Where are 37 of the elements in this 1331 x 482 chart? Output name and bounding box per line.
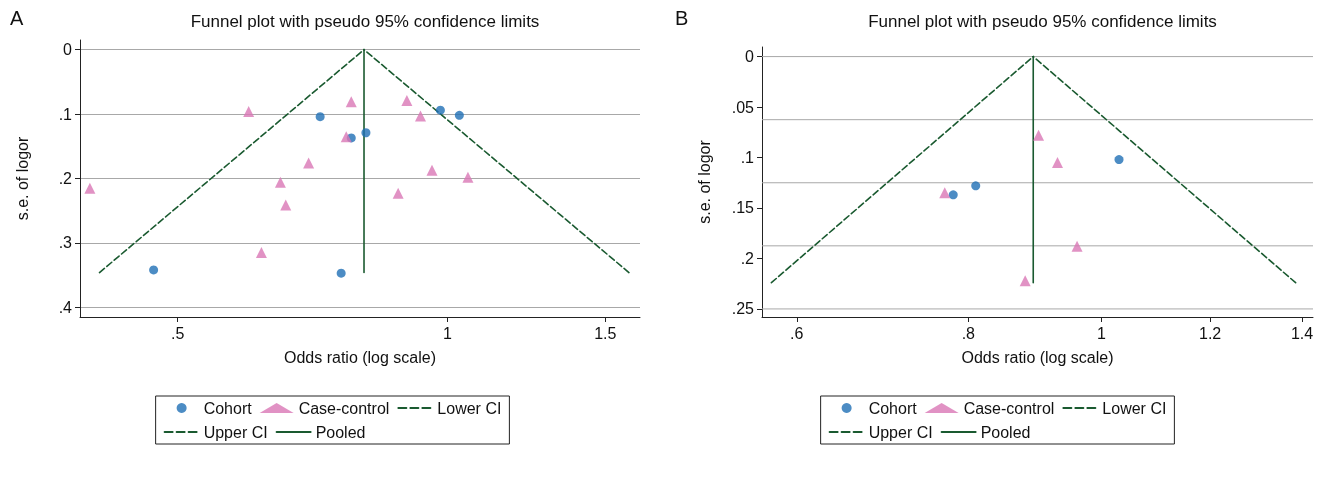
y-axis-title: s.e. of logor xyxy=(695,139,713,224)
legend-label: Pooled xyxy=(315,423,366,441)
y-tick-label: .05 xyxy=(731,98,755,116)
y-tick-label: .2 xyxy=(58,170,73,187)
x-tick-label: 1.4 xyxy=(1290,324,1314,342)
legend-label: Lower CI xyxy=(437,399,502,417)
x-tick-label: 1 xyxy=(1096,324,1106,342)
y-tick-label: .15 xyxy=(731,199,755,217)
x-tick-label: 1 xyxy=(443,324,453,342)
x-tick-label: .6 xyxy=(790,324,804,342)
x-tick-label: 1.5 xyxy=(594,324,617,342)
y-axis-title: s.e. of logor xyxy=(13,136,31,221)
text: A xyxy=(10,7,24,29)
y-tick-label: .3 xyxy=(58,234,73,252)
y-tick-label: .1 xyxy=(58,105,73,123)
chart-title: Funnel plot with pseudo 95% confidence limits xyxy=(868,12,1217,31)
legend-label: Cohort xyxy=(868,399,918,417)
legend-label: Upper CI xyxy=(868,423,933,441)
legend-label: Cohort xyxy=(203,399,253,417)
x-tick-label: .5 xyxy=(171,324,185,342)
y-tick-label: 0 xyxy=(63,41,73,59)
y-tick-label: .2 xyxy=(740,249,755,267)
x-axis-title: Odds ratio (log scale) xyxy=(283,348,437,366)
legend-label: Lower CI xyxy=(1102,399,1167,417)
y-tick-label: .4 xyxy=(58,298,73,316)
text: B xyxy=(675,7,689,29)
legend-label: Case-control xyxy=(298,399,390,417)
y-tick-label: 0 xyxy=(745,48,755,66)
y-tick-label: .25 xyxy=(731,300,755,318)
x-tick-label: 1.2 xyxy=(1198,324,1222,342)
x-tick-label: .8 xyxy=(961,324,976,342)
x-axis-title: Odds ratio (log scale) xyxy=(961,348,1114,366)
y-tick-label: .1 xyxy=(740,149,755,167)
chart-title: Funnel plot with pseudo 95% confidence limits xyxy=(190,12,540,31)
legend-label: Upper CI xyxy=(203,423,268,441)
legend-label: Case-control xyxy=(963,399,1055,417)
legend-label: Pooled xyxy=(980,423,1031,441)
